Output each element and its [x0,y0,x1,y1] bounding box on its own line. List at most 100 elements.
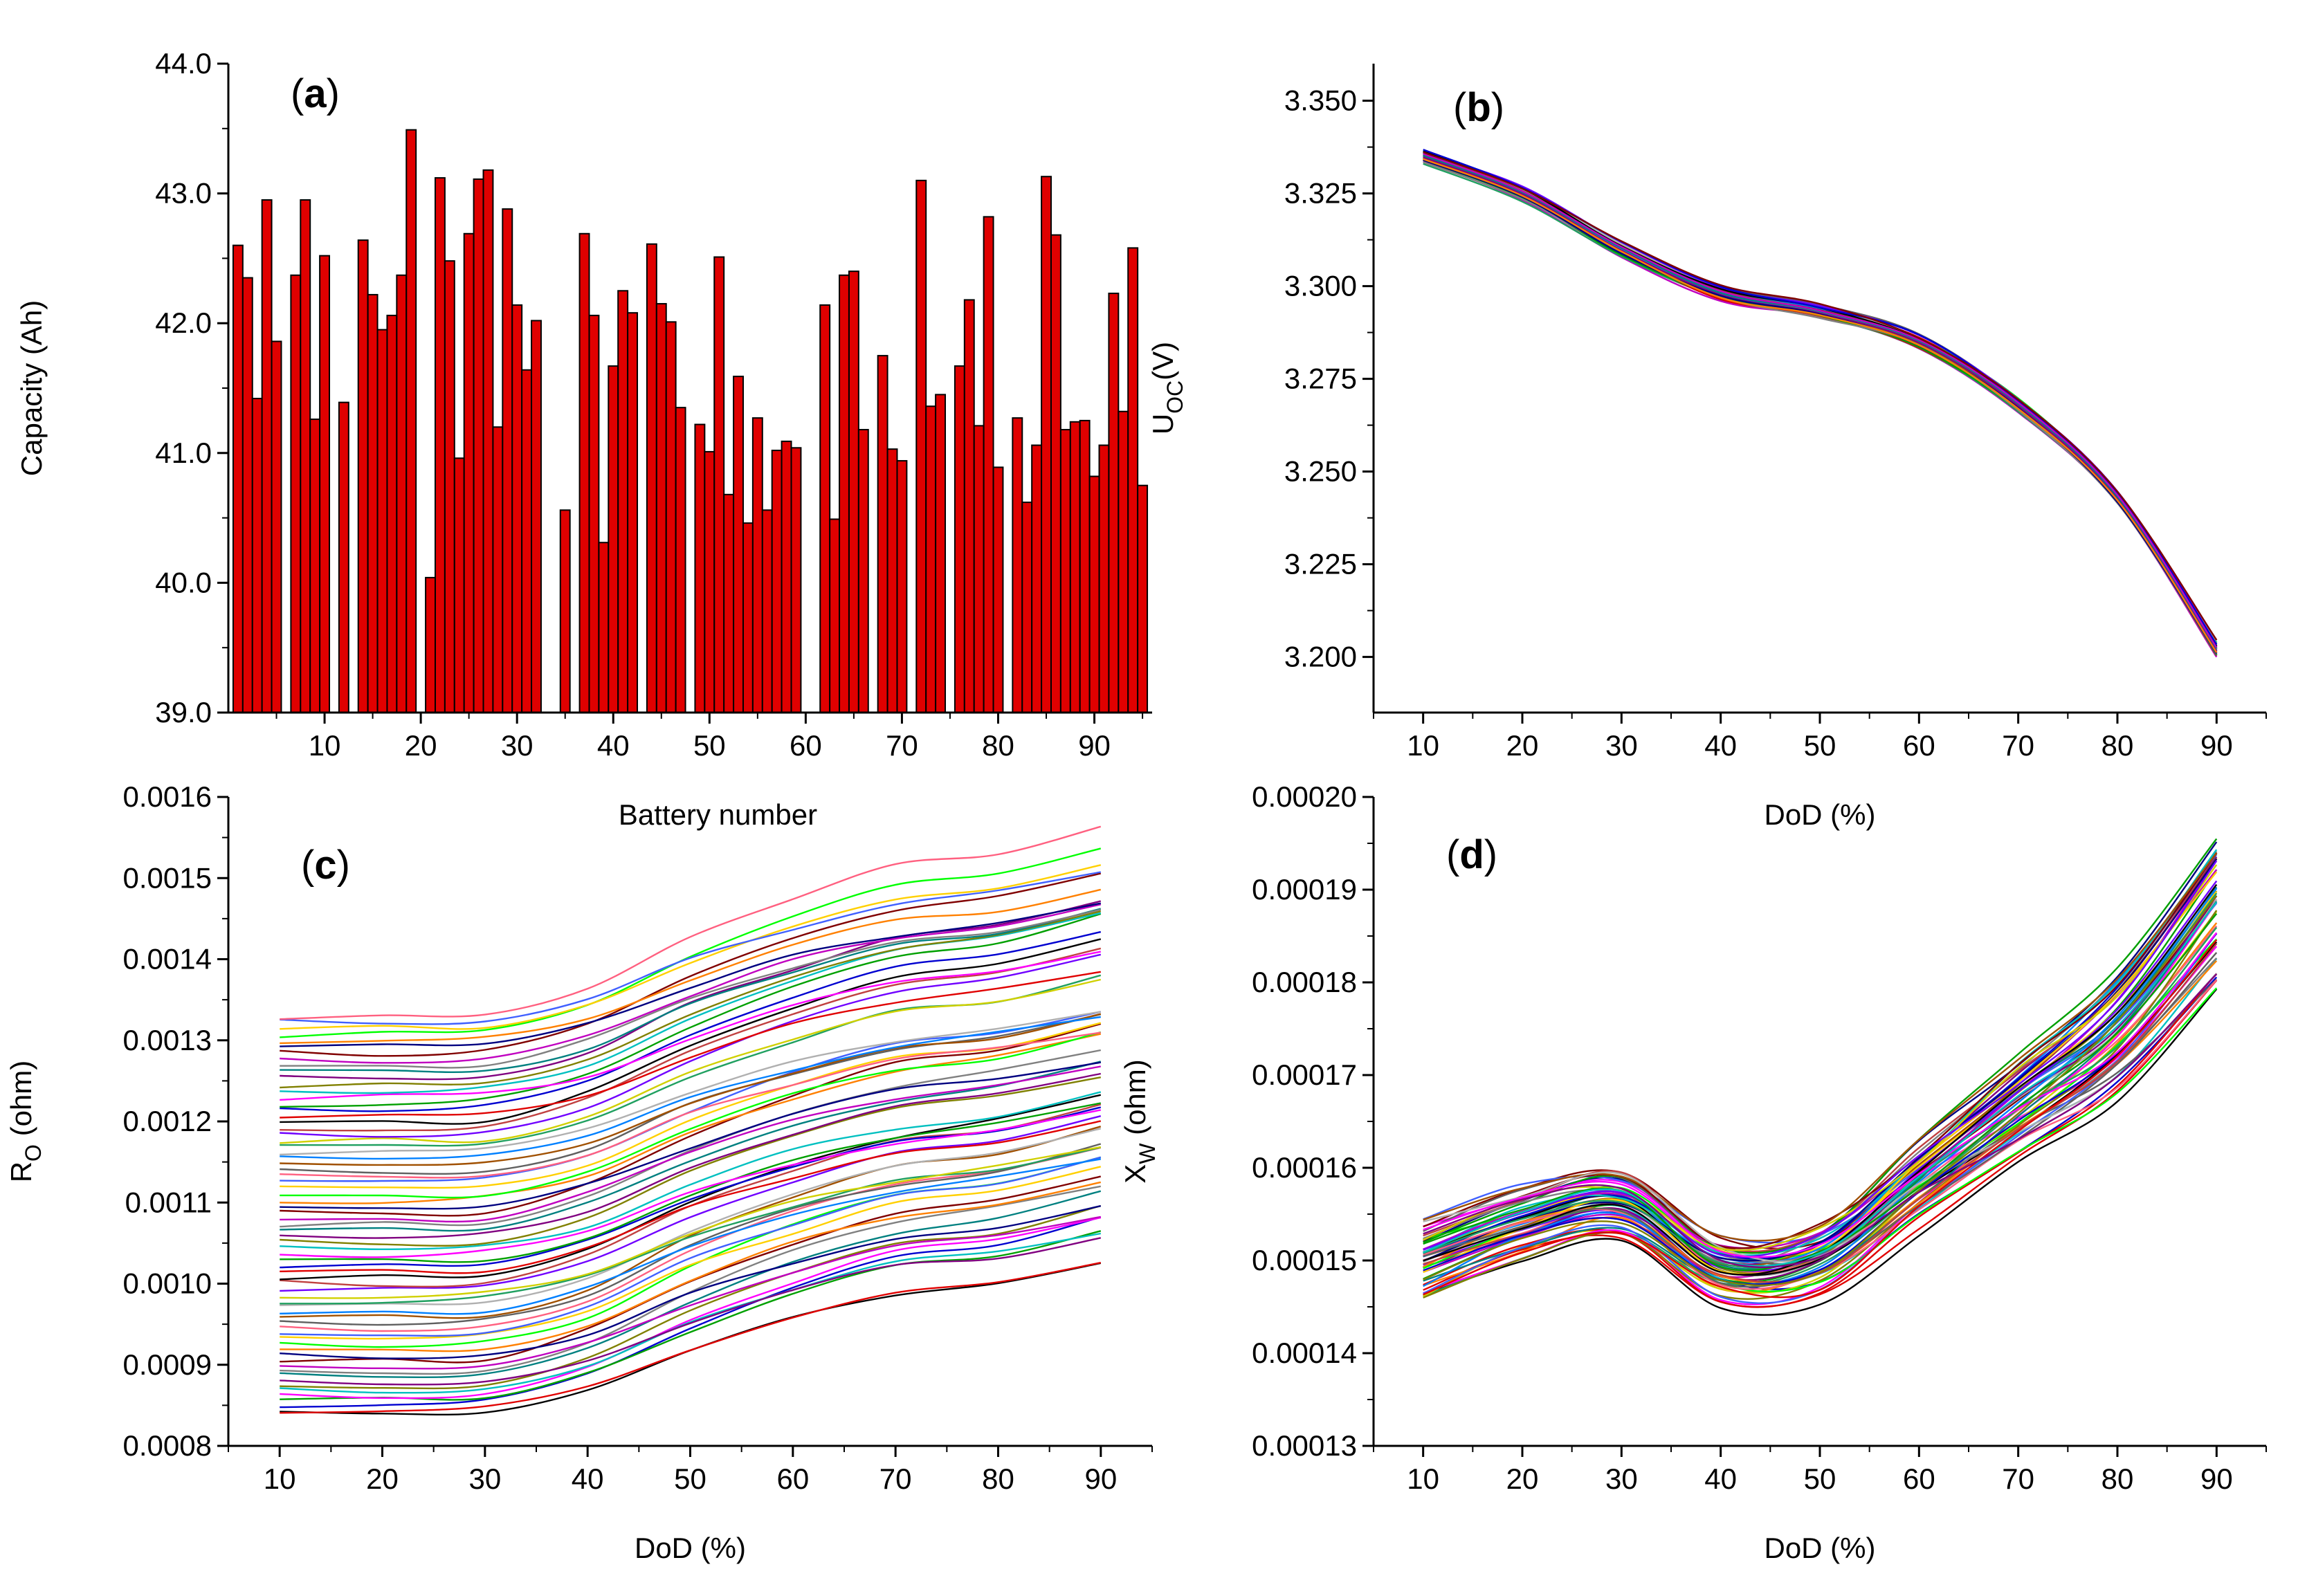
x-tick-label: 90 [1084,1462,1117,1495]
bar-battery-73 [925,405,937,713]
series-line-50 [280,978,1102,1144]
y-tick-label: 44.0 [155,47,212,80]
bar-battery-86 [1050,234,1061,713]
y-tick-label: 3.250 [1284,455,1357,488]
x-tick-label: 40 [1704,1462,1737,1495]
bar-battery-82 [1012,417,1023,713]
series-line-27 [280,1094,1102,1281]
series-line-8 [1423,155,2218,650]
bar-battery-65 [848,270,859,714]
x-tick-label: 50 [1804,1462,1836,1495]
series-line-67 [280,847,1102,1038]
series-line-63 [280,904,1102,1064]
bar-battery-53 [733,376,744,714]
bar-battery-79 [983,216,994,714]
bar-battery-62 [819,304,831,714]
y-tick-label: 0.0010 [123,1267,212,1300]
bar-battery-32 [531,320,542,713]
y-tick-label: 0.0013 [123,1024,212,1056]
series-line-21 [280,1158,1102,1315]
bar-battery-83 [1021,502,1033,713]
series-line-17 [280,1156,1102,1337]
bar-battery-40 [608,365,619,713]
bar-battery-87 [1059,429,1071,713]
series-line-60 [1423,973,2218,1268]
bar-battery-5 [271,340,282,713]
bar-battery-10 [319,255,331,713]
series-line-58 [1423,901,2218,1267]
bar-battery-22 [434,177,446,713]
series-line-37 [280,1065,1102,1223]
series-line-47 [1423,888,2218,1287]
bar-battery-29 [502,208,513,713]
bar-battery-37 [578,232,590,714]
series-line-21 [1423,152,2218,646]
bar-battery-46 [665,321,677,714]
bar-battery-90 [1088,475,1100,713]
y-tick-label: 40.0 [155,566,212,598]
series-line-57 [1423,932,2218,1258]
y-tick-label: 0.00015 [1252,1244,1357,1276]
bar-battery-49 [694,423,706,713]
series-line-68 [280,864,1102,1030]
series-line-30 [280,1102,1102,1263]
panel-tag-letter: d [1459,832,1484,877]
series-line-60 [280,900,1102,1081]
bar-battery-88 [1069,421,1081,713]
bar-battery-57 [771,450,783,713]
series-line-70 [280,825,1102,1020]
bar-battery-85 [1041,176,1052,714]
x-tick-label: 60 [790,729,822,762]
panel-tag-open: ( [1446,832,1459,877]
series-line-38 [1423,151,2218,641]
panel-tag-c: (c) [301,843,350,888]
bar-battery-24 [453,457,465,714]
series-line-65 [280,902,1102,1047]
y-axis-title-tail: (ohm) [1119,1059,1151,1143]
y-tick-label: 3.325 [1284,177,1357,210]
y-tick-label: 0.0016 [123,780,212,813]
bar-battery-21 [425,576,436,713]
series-line-44 [280,1031,1101,1179]
y-axis-title-tail: (ohm) [5,1061,37,1144]
panel-tag-letter: b [1466,85,1490,130]
series-line-2 [280,1262,1102,1414]
y-tick-label: 41.0 [155,437,212,469]
series-line-19 [1423,151,2218,641]
bar-battery-45 [655,303,667,713]
series-line-34 [1423,156,2218,652]
bar-battery-2 [241,277,253,714]
series-line-46 [280,1013,1102,1166]
series-line-51 [280,953,1102,1138]
y-tick-label: 0.0015 [123,861,212,894]
x-axis-title: Battery number [619,798,817,831]
x-axis-title: DoD (%) [1764,1532,1875,1564]
bar-battery-9 [309,419,321,713]
x-tick-label: 10 [1407,729,1439,762]
series-line-55 [280,930,1102,1112]
series-line-42 [280,1022,1102,1189]
series-line-59 [280,910,1102,1089]
series-line-25 [1423,151,2218,645]
y-axis-title-sub: OC [1162,380,1187,414]
x-tick-label: 60 [776,1462,809,1495]
y-tick-label: 3.200 [1284,641,1357,673]
x-tick-label: 40 [597,729,630,762]
series-line-53 [280,938,1102,1125]
series-line-56 [280,912,1102,1108]
bar-battery-19 [405,129,417,713]
y-tick-label: 0.00016 [1252,1151,1357,1184]
x-tick-label: 60 [1903,1462,1935,1495]
bar-battery-74 [935,394,947,713]
series-line-57 [280,951,1102,1101]
x-tick-label: 50 [1804,729,1836,762]
y-tick-label: 0.00020 [1252,780,1357,813]
x-tick-label: 40 [572,1462,604,1495]
x-tick-label: 50 [674,1462,706,1495]
x-tick-label: 10 [1407,1462,1439,1495]
bar-battery-16 [376,329,388,713]
bar-battery-52 [723,493,735,713]
series-line-64 [280,872,1102,1057]
bar-battery-31 [521,369,533,714]
series-line-16 [280,1166,1102,1340]
